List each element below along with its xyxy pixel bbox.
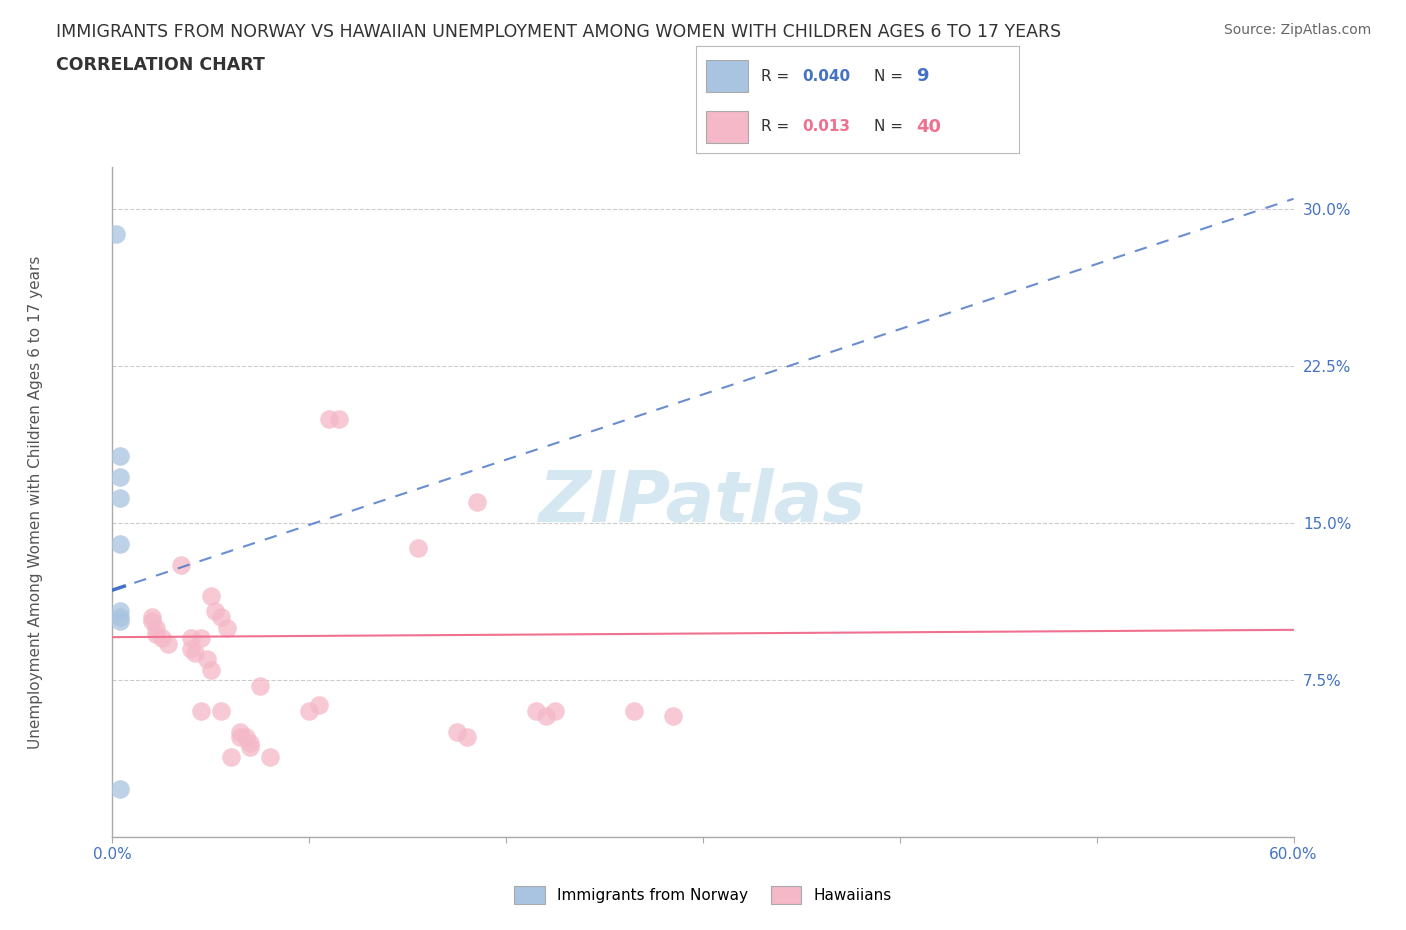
- FancyBboxPatch shape: [706, 60, 748, 92]
- Point: [110, 614, 132, 629]
- Point: [308, 698, 330, 712]
- Point: [406, 541, 429, 556]
- Point: [456, 729, 478, 744]
- Legend: Immigrants from Norway, Hawaiians: Immigrants from Norway, Hawaiians: [508, 880, 898, 910]
- Point: [249, 679, 271, 694]
- Point: [200, 589, 222, 604]
- Point: [209, 610, 232, 625]
- Point: [215, 620, 238, 635]
- Point: [184, 645, 207, 660]
- Point: [190, 631, 212, 645]
- Point: [239, 739, 262, 754]
- Point: [110, 781, 132, 796]
- Point: [318, 411, 340, 426]
- Point: [446, 725, 468, 740]
- Point: [623, 704, 645, 719]
- Point: [219, 750, 242, 764]
- Text: CORRELATION CHART: CORRELATION CHART: [56, 56, 266, 73]
- Point: [105, 227, 128, 242]
- Text: Source: ZipAtlas.com: Source: ZipAtlas.com: [1223, 23, 1371, 37]
- Text: N =: N =: [875, 69, 908, 84]
- Point: [259, 750, 281, 764]
- Point: [156, 637, 179, 652]
- Point: [200, 662, 222, 677]
- Point: [141, 610, 163, 625]
- Point: [298, 704, 321, 719]
- Point: [110, 610, 132, 625]
- Point: [170, 558, 193, 573]
- Point: [110, 604, 132, 618]
- Point: [190, 704, 212, 719]
- Point: [150, 631, 173, 645]
- Text: R =: R =: [761, 69, 794, 84]
- Text: 0.040: 0.040: [803, 69, 851, 84]
- Point: [141, 614, 163, 629]
- Text: N =: N =: [875, 119, 908, 134]
- Point: [235, 729, 257, 744]
- Text: 0.013: 0.013: [803, 119, 851, 134]
- Text: 9: 9: [915, 68, 928, 86]
- Point: [229, 725, 252, 740]
- Point: [195, 652, 218, 667]
- Point: [180, 642, 202, 657]
- Point: [534, 709, 557, 724]
- Point: [204, 604, 226, 618]
- Point: [110, 470, 132, 485]
- FancyBboxPatch shape: [706, 111, 748, 143]
- Point: [145, 620, 167, 635]
- Point: [239, 736, 262, 751]
- Text: ZIPatlas: ZIPatlas: [540, 468, 866, 537]
- Text: 40: 40: [915, 118, 941, 136]
- Point: [544, 704, 567, 719]
- Point: [110, 449, 132, 464]
- Point: [524, 704, 547, 719]
- Point: [328, 411, 350, 426]
- Point: [110, 537, 132, 551]
- Point: [145, 627, 167, 642]
- Point: [229, 729, 252, 744]
- Point: [110, 491, 132, 506]
- Text: Unemployment Among Women with Children Ages 6 to 17 years: Unemployment Among Women with Children A…: [28, 256, 42, 749]
- Point: [180, 631, 202, 645]
- Text: IMMIGRANTS FROM NORWAY VS HAWAIIAN UNEMPLOYMENT AMONG WOMEN WITH CHILDREN AGES 6: IMMIGRANTS FROM NORWAY VS HAWAIIAN UNEMP…: [56, 23, 1062, 41]
- Point: [465, 495, 488, 510]
- Text: R =: R =: [761, 119, 794, 134]
- Point: [662, 709, 685, 724]
- Point: [209, 704, 232, 719]
